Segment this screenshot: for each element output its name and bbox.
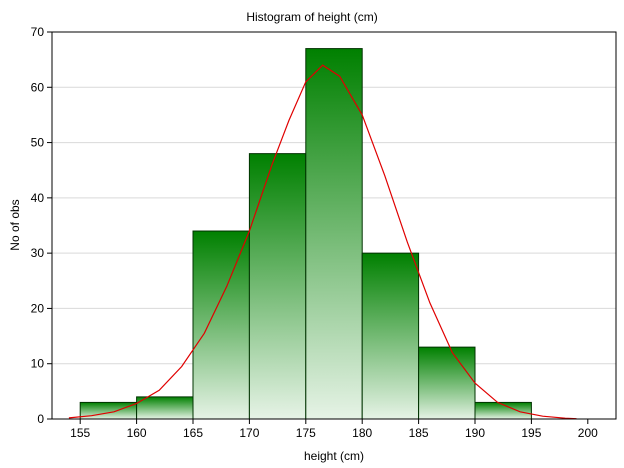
- y-tick-label: 70: [31, 25, 45, 39]
- histogram-bar: [248, 153, 307, 420]
- x-tick-label: 190: [465, 426, 485, 440]
- chart-title: Histogram of height (cm): [246, 10, 377, 24]
- x-tick-label: 200: [578, 426, 598, 440]
- histogram-bar: [361, 252, 420, 420]
- histogram-bar: [192, 230, 250, 420]
- x-tick-label: 180: [352, 426, 372, 440]
- histogram-bars: [79, 48, 532, 420]
- fit-curve-layer: [68, 64, 577, 419]
- y-axis-ticks: 0 10 20 30 40 50 60 70: [31, 25, 52, 426]
- x-tick-label: 175: [296, 426, 316, 440]
- x-tick-label: 195: [521, 426, 541, 440]
- y-tick-label: 40: [31, 191, 45, 205]
- x-tick-label: 170: [239, 426, 259, 440]
- y-tick-label: 50: [31, 136, 45, 150]
- x-tick-label: 155: [70, 426, 90, 440]
- y-tick-label: 30: [31, 246, 45, 260]
- y-tick-label: 0: [37, 412, 44, 426]
- x-tick-label: 165: [183, 426, 203, 440]
- histogram-bar: [305, 48, 363, 420]
- y-tick-label: 10: [31, 357, 45, 371]
- x-tick-label: 185: [409, 426, 429, 440]
- histogram-bar: [418, 346, 476, 420]
- y-axis-label: No of obs: [8, 199, 22, 250]
- x-axis-ticks: 155 160 165 170 175 180 185 190 195 200: [70, 419, 598, 440]
- x-axis-label: height (cm): [304, 449, 364, 463]
- y-tick-label: 60: [31, 80, 45, 94]
- x-tick-label: 160: [127, 426, 147, 440]
- y-tick-label: 20: [31, 301, 45, 315]
- histogram-bar: [136, 396, 194, 420]
- normal-fit-curve: [68, 64, 577, 419]
- plot-area-frame: [51, 31, 617, 420]
